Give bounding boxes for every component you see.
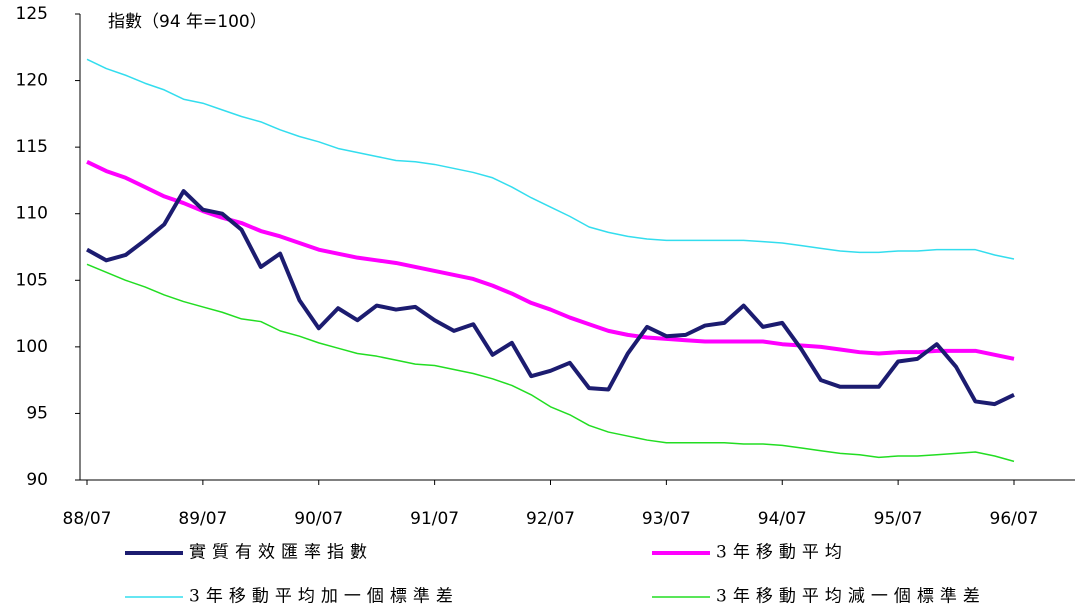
- y-tick-label: 105: [16, 270, 48, 290]
- series-line: [86, 189, 1015, 407]
- x-tick-label: 94/07: [758, 509, 807, 529]
- x-tick-label: 92/07: [526, 509, 575, 529]
- series-line: [86, 263, 1015, 463]
- series-line: [86, 159, 1015, 361]
- y-tick-label: 100: [16, 337, 48, 357]
- x-tick-label: 93/07: [642, 509, 691, 529]
- y-tick-label: 95: [26, 403, 48, 423]
- legend-label: 3年移動平均減一個標準差: [716, 587, 986, 607]
- series-line: [86, 58, 1015, 260]
- y-tick-label: 115: [16, 137, 48, 157]
- y-tick-label: 125: [16, 4, 48, 24]
- legend-label: 3年移動平均: [716, 543, 848, 563]
- legend-label: 實質有效匯率指數: [189, 543, 373, 563]
- x-tick-label: 95/07: [874, 509, 923, 529]
- x-tick-label: 89/07: [178, 509, 227, 529]
- x-tick-label: 91/07: [410, 509, 459, 529]
- x-tick-label: 96/07: [990, 509, 1039, 529]
- y-tick-label: 120: [16, 71, 48, 91]
- annotation: 指數（94 年=100）: [108, 12, 267, 32]
- x-tick-label: 90/07: [294, 509, 343, 529]
- y-tick-label: 110: [16, 204, 48, 224]
- legend-label: 3年移動平均加一個標準差: [189, 587, 459, 607]
- y-tick-label: 90: [26, 470, 48, 490]
- x-tick-label: 88/07: [63, 509, 112, 529]
